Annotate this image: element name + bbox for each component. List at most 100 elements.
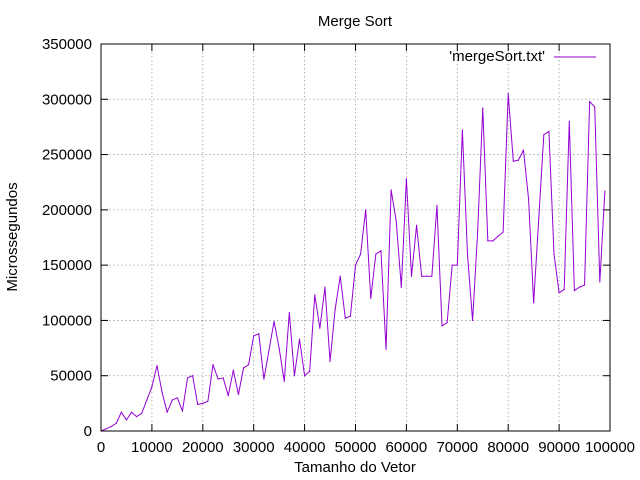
data-point (354, 264, 357, 266)
data-point (431, 275, 433, 277)
data-point (324, 286, 326, 288)
data-point (197, 403, 199, 406)
data-point (441, 325, 443, 327)
y-tick-label: 150000 (42, 257, 92, 274)
data-point (385, 348, 387, 350)
data-point (410, 275, 413, 277)
y-tick-label: 300000 (42, 91, 92, 108)
data-point (344, 317, 346, 319)
data-point (375, 253, 377, 255)
data-point (298, 338, 301, 340)
x-axis-label: Tamanho do Vetor (294, 459, 416, 476)
data-point (217, 378, 219, 380)
data-point (533, 302, 535, 304)
data-point (222, 377, 224, 379)
data-point (349, 315, 352, 317)
data-point (151, 386, 153, 388)
data-point (227, 395, 229, 397)
data-point (471, 319, 474, 322)
data-point (573, 289, 575, 292)
data-point (237, 393, 240, 396)
data-point (456, 264, 458, 266)
data-point (283, 380, 285, 382)
data-point (171, 399, 173, 401)
x-tick-label: 10000 (131, 439, 173, 456)
data-point (538, 218, 540, 220)
data-point (365, 209, 367, 211)
data-point (527, 198, 530, 200)
data-point (334, 308, 336, 310)
data-point (110, 425, 112, 428)
data-point (599, 281, 601, 283)
data-point (268, 349, 270, 351)
y-axis-label: Microssegundos (4, 182, 21, 291)
data-point (212, 364, 214, 366)
y-tick-label: 100000 (42, 312, 92, 329)
legend: 'mergeSort.txt' (449, 48, 596, 65)
data-point (578, 286, 581, 288)
data-point (120, 411, 122, 413)
data-point (263, 378, 265, 380)
y-tick-label: 50000 (50, 368, 92, 385)
data-point (421, 275, 423, 277)
data-point (497, 235, 499, 237)
x-tick-label: 60000 (386, 439, 428, 456)
data-point (176, 397, 178, 399)
data-point (288, 312, 290, 314)
data-point (451, 264, 453, 266)
data-point (390, 189, 392, 191)
data-point (115, 422, 117, 424)
data-point (568, 120, 570, 122)
data-point (543, 134, 545, 136)
data-point (253, 335, 255, 337)
x-tick-label: 0 (97, 439, 105, 456)
data-point (482, 107, 484, 109)
data-point (512, 160, 514, 162)
data-point (181, 410, 184, 412)
data-point (314, 294, 316, 296)
data-point (517, 159, 519, 161)
data-point (146, 399, 148, 401)
y-tick-label: 200000 (42, 202, 92, 219)
x-tick-label: 80000 (487, 439, 529, 456)
data-point (426, 275, 428, 277)
data-point (273, 320, 275, 323)
data-point (339, 275, 341, 277)
data-point (446, 322, 448, 324)
data-point (522, 149, 525, 151)
data-point (502, 231, 504, 233)
data-point (186, 377, 189, 379)
data-point (558, 292, 560, 294)
data-point (594, 106, 596, 108)
y-tick-label: 350000 (42, 36, 92, 53)
data-point (156, 365, 158, 367)
data-point (278, 347, 280, 349)
plot-frame (100, 43, 611, 432)
data-point (466, 253, 469, 255)
data-point (548, 130, 550, 132)
x-tick-label: 20000 (182, 439, 224, 456)
data-point (192, 375, 194, 377)
data-point (405, 178, 407, 180)
data-point (461, 129, 463, 131)
data-point (380, 250, 382, 252)
data-point (359, 253, 362, 255)
data-point (329, 360, 331, 362)
data-point (207, 400, 209, 402)
data-point (370, 297, 372, 299)
data-point (202, 402, 204, 404)
data-point (604, 190, 606, 192)
data-point (400, 286, 402, 288)
data-point (395, 220, 397, 222)
data-point (436, 204, 438, 207)
data-point (248, 364, 250, 366)
grid-lines (101, 44, 610, 431)
data-point (125, 419, 128, 421)
legend-label: 'mergeSort.txt' (449, 48, 545, 65)
data-point (583, 284, 586, 286)
data-point (293, 375, 296, 377)
x-tick-label: 70000 (436, 439, 478, 456)
x-tick-label: 90000 (538, 439, 580, 456)
data-point (136, 416, 138, 418)
